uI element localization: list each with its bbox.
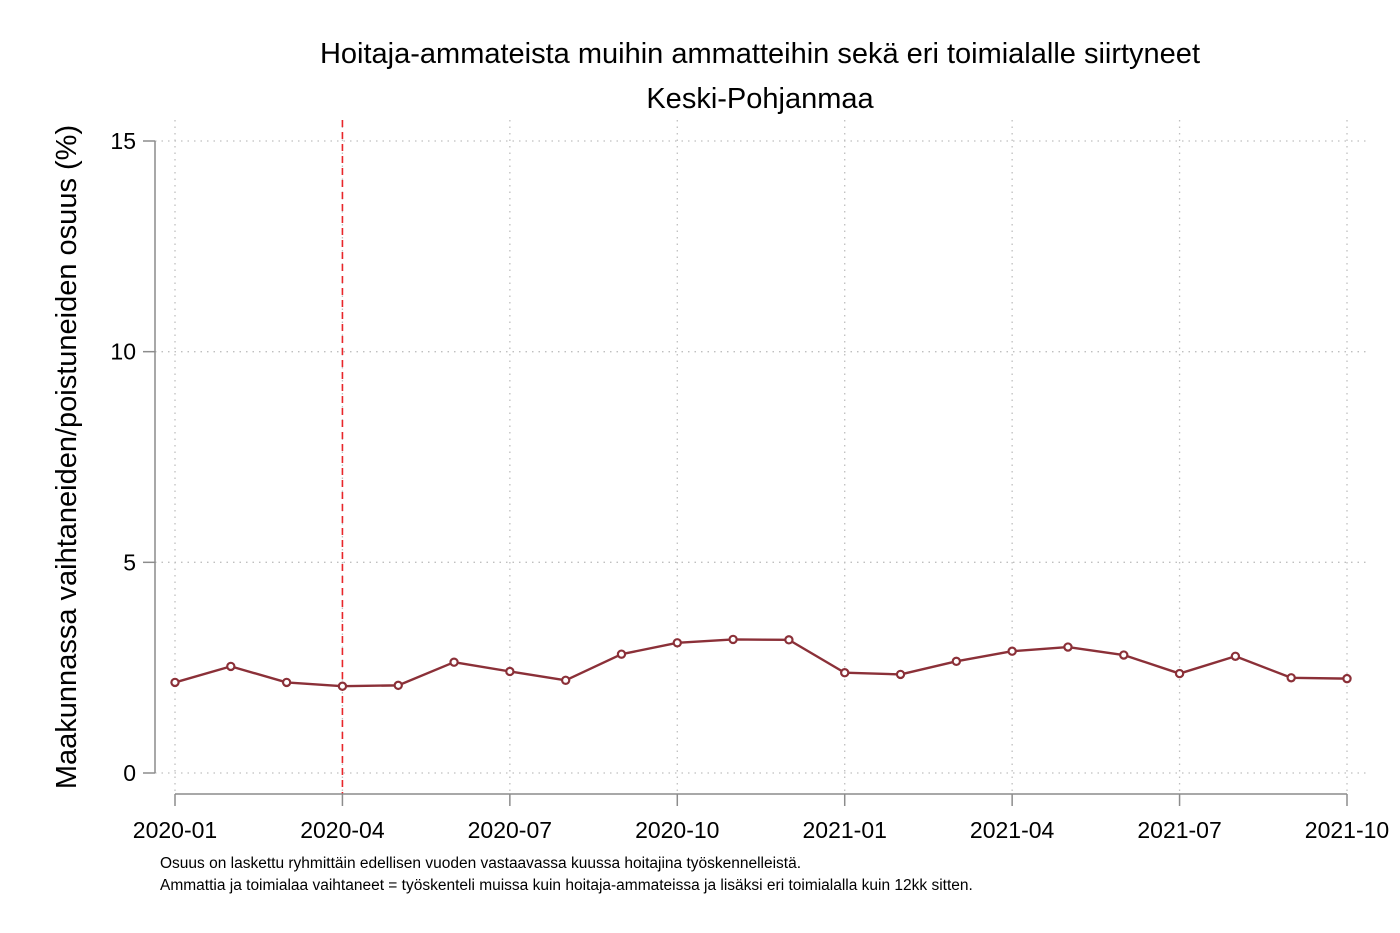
data-point bbox=[1174, 668, 1185, 679]
x-tick-label: 2021-10 bbox=[1305, 817, 1389, 843]
chart-title: Hoitaja-ammateista muihin ammatteihin se… bbox=[320, 38, 1200, 70]
data-point bbox=[784, 635, 794, 645]
data-point bbox=[1230, 651, 1241, 661]
data-point bbox=[1286, 673, 1296, 683]
data-point bbox=[1119, 650, 1129, 660]
footnote-2: Ammattia ja toimialaa vaihtaneet = työsk… bbox=[160, 877, 973, 894]
data-point bbox=[1007, 646, 1017, 656]
chart-subtitle: Keski-Pohjanmaa bbox=[646, 83, 874, 115]
x-tick-label: 2020-01 bbox=[133, 817, 217, 843]
data-point bbox=[393, 680, 403, 691]
data-point bbox=[1342, 673, 1352, 684]
data-point bbox=[616, 649, 627, 659]
data-point bbox=[560, 675, 571, 686]
axes: 0 5 10 15 2020-01 2020-04 2020-07 2020-10 2021-0… bbox=[110, 128, 1389, 843]
grid bbox=[155, 120, 1368, 794]
y-tick-label: 10 bbox=[110, 339, 136, 365]
x-tick-label: 2021-04 bbox=[970, 817, 1055, 843]
x-tick-label: 2020-04 bbox=[300, 817, 385, 843]
data-point bbox=[170, 677, 180, 688]
y-tick-label: 5 bbox=[123, 549, 136, 575]
data-point bbox=[728, 634, 738, 645]
y-axis-label: Maakunnassa vaihtaneiden/poistuneiden os… bbox=[51, 125, 83, 789]
data-point bbox=[449, 657, 459, 667]
data-point bbox=[281, 677, 292, 688]
x-tick-label: 2021-07 bbox=[1137, 817, 1221, 843]
x-tick-label: 2020-07 bbox=[468, 817, 552, 843]
footnote-1: Osuus on laskettu ryhmittäin edellisen v… bbox=[160, 855, 801, 872]
data-point bbox=[226, 661, 236, 672]
data-point bbox=[895, 669, 906, 680]
series-group bbox=[170, 634, 1352, 691]
data-point bbox=[951, 656, 962, 667]
data-point bbox=[505, 666, 515, 677]
data-point bbox=[672, 638, 682, 648]
data-point bbox=[840, 668, 850, 678]
series-line bbox=[174, 638, 1348, 688]
x-tick-label: 2020-10 bbox=[635, 817, 719, 843]
x-tick-label: 2021-01 bbox=[803, 817, 887, 843]
y-tick-label: 15 bbox=[110, 128, 136, 154]
y-tick-label: 0 bbox=[123, 760, 136, 786]
data-point bbox=[1063, 642, 1073, 652]
data-point bbox=[337, 681, 348, 691]
